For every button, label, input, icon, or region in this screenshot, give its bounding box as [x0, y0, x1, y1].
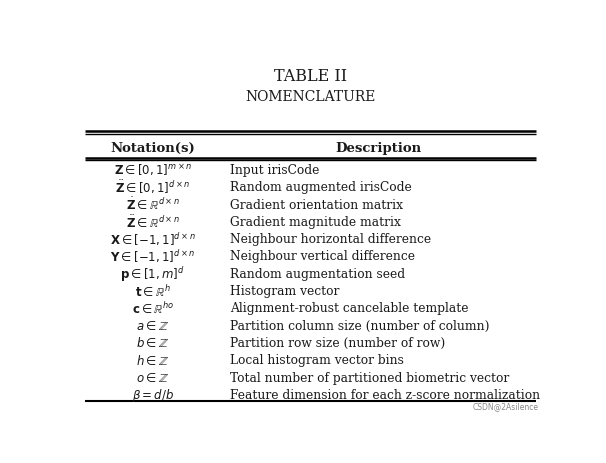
Text: Partition column size (number of column): Partition column size (number of column) — [230, 319, 489, 332]
Text: Partition row size (number of row): Partition row size (number of row) — [230, 336, 445, 349]
Text: Neighbour vertical difference: Neighbour vertical difference — [230, 250, 415, 263]
Text: Description: Description — [335, 142, 421, 155]
Text: Gradient orientation matrix: Gradient orientation matrix — [230, 198, 403, 211]
Text: $h \in \mathbb{Z}$: $h \in \mathbb{Z}$ — [136, 353, 169, 367]
Text: $\mathbf{p} \in [1,m]^{d}$: $\mathbf{p} \in [1,m]^{d}$ — [121, 264, 185, 283]
Text: $\ddot{\mathbf{Z}} \in \mathbb{R}^{d\times n}$: $\ddot{\mathbf{Z}} \in \mathbb{R}^{d\tim… — [125, 213, 180, 230]
Text: Feature dimension for each z-score normalization: Feature dimension for each z-score norma… — [230, 388, 540, 401]
Text: Histogram vector: Histogram vector — [230, 284, 339, 297]
Text: Local histogram vector bins: Local histogram vector bins — [230, 354, 404, 367]
Text: $\dot{\mathbf{Z}} \in \mathbb{R}^{d\times n}$: $\dot{\mathbf{Z}} \in \mathbb{R}^{d\time… — [125, 196, 180, 213]
Text: Random augmented irisCode: Random augmented irisCode — [230, 181, 411, 194]
Text: TABLE II: TABLE II — [274, 68, 347, 85]
Text: Neighbour horizontal difference: Neighbour horizontal difference — [230, 232, 431, 246]
Text: $\ddot{\mathbf{Z}} \in [0,1]^{d\times n}$: $\ddot{\mathbf{Z}} \in [0,1]^{d\times n}… — [115, 179, 190, 196]
Text: CSDN@2Asilence: CSDN@2Asilence — [472, 401, 538, 410]
Text: $b \in \mathbb{Z}$: $b \in \mathbb{Z}$ — [136, 336, 169, 350]
Text: Alignment-robust cancelable template: Alignment-robust cancelable template — [230, 302, 468, 315]
Text: Random augmentation seed: Random augmentation seed — [230, 267, 405, 280]
Text: $\mathbf{c} \in \mathbb{R}^{ho}$: $\mathbf{c} \in \mathbb{R}^{ho}$ — [132, 300, 174, 316]
Text: $a \in \mathbb{Z}$: $a \in \mathbb{Z}$ — [136, 319, 169, 332]
Text: NOMENCLATURE: NOMENCLATURE — [245, 89, 376, 103]
Text: $o \in \mathbb{Z}$: $o \in \mathbb{Z}$ — [136, 371, 169, 384]
Text: $\mathbf{Y} \in [-1,1]^{d\times n}$: $\mathbf{Y} \in [-1,1]^{d\times n}$ — [110, 248, 196, 265]
Text: $\mathbf{t} \in \mathbb{R}^{h}$: $\mathbf{t} \in \mathbb{R}^{h}$ — [135, 283, 171, 299]
Text: Total number of partitioned biometric vector: Total number of partitioned biometric ve… — [230, 371, 509, 384]
Text: $\mathbf{Z} \in [0,1]^{m\times n}$: $\mathbf{Z} \in [0,1]^{m\times n}$ — [113, 163, 192, 178]
Text: Input irisCode: Input irisCode — [230, 163, 319, 176]
Text: Notation(s): Notation(s) — [110, 142, 195, 155]
Text: Gradient magnitude matrix: Gradient magnitude matrix — [230, 215, 401, 228]
Text: $\mathbf{X} \in [-1,1]^{d\times n}$: $\mathbf{X} \in [-1,1]^{d\times n}$ — [110, 231, 196, 248]
Text: $\beta = d/b$: $\beta = d/b$ — [132, 386, 174, 403]
